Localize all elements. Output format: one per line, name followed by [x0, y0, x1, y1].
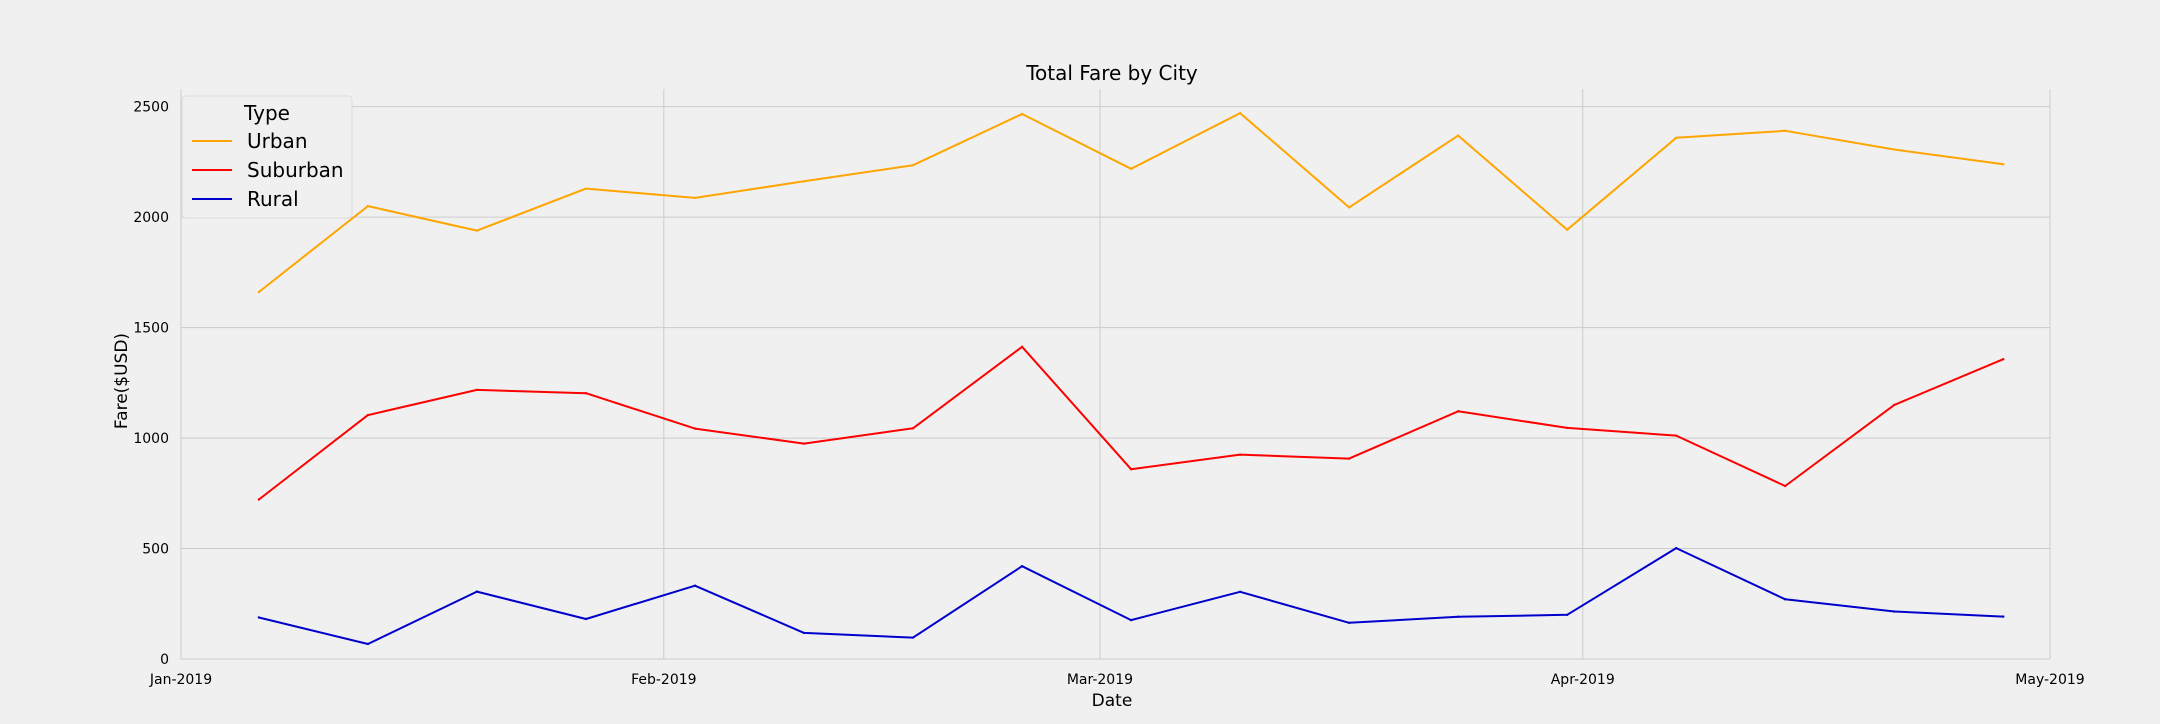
y-tick-label: 1500: [133, 321, 169, 337]
data-point-rural: [802, 631, 806, 635]
data-point-suburban: [2002, 357, 2005, 361]
data-point-suburban: [1129, 468, 1133, 471]
data-point-urban: [2002, 163, 2005, 166]
data-point-suburban: [1784, 484, 1787, 488]
data-point-urban: [911, 164, 915, 167]
data-point-suburban: [1456, 410, 1460, 413]
data-point-rural: [1347, 621, 1351, 624]
grid-lines: [180, 89, 2051, 660]
x-axis-label: Date: [1092, 691, 1133, 711]
data-point-rural: [584, 617, 588, 621]
chart-title: Total Fare by City: [1025, 61, 1198, 85]
data-point-urban: [1347, 206, 1351, 209]
data-point-rural: [1565, 613, 1569, 617]
y-tick-label: 1000: [133, 431, 169, 447]
y-tick-label: 500: [142, 542, 169, 558]
data-point-urban: [1893, 148, 1896, 151]
data-point-rural: [693, 584, 697, 587]
data-point-urban: [1675, 136, 1678, 140]
y-tick-label: 2000: [133, 210, 169, 226]
data-point-urban: [1020, 112, 1024, 116]
data-point-urban: [1129, 167, 1133, 170]
x-tick-label: Feb-2019: [631, 672, 696, 688]
data-point-suburban: [1020, 345, 1024, 349]
data-point-rural: [1238, 590, 1242, 594]
data-point-suburban: [257, 498, 261, 501]
data-point-rural: [911, 636, 915, 639]
x-tick-label: Apr-2019: [1551, 672, 1615, 688]
data-point-urban: [802, 180, 806, 183]
data-point-rural: [475, 590, 479, 593]
data-point-urban: [693, 196, 697, 200]
data-point-urban: [475, 229, 479, 232]
data-point-rural: [257, 616, 261, 619]
x-tick-label: May-2019: [2015, 672, 2084, 688]
x-tick-label: Mar-2019: [1067, 672, 1133, 688]
legend-title: Type: [243, 101, 290, 125]
series-lines: [257, 111, 2005, 646]
data-point-suburban: [693, 427, 697, 430]
data-point-urban: [1784, 129, 1787, 132]
data-point-suburban: [1675, 434, 1678, 437]
data-point-suburban: [584, 392, 588, 395]
series-line-urban: [258, 112, 2004, 293]
data-point-rural: [366, 642, 370, 646]
data-point-urban: [1565, 228, 1569, 231]
legend: Type Urban Suburban Rural: [181, 95, 353, 219]
data-point-suburban: [1347, 457, 1351, 460]
data-point-suburban: [475, 388, 479, 392]
data-point-rural: [1020, 565, 1024, 568]
legend-box: [181, 95, 353, 219]
data-point-urban: [584, 187, 588, 190]
axes: 0 500 1000 1500 2000 2500 Jan-2019 Feb-2019 Mar-…: [133, 100, 2084, 688]
series-line-suburban: [258, 345, 2004, 501]
data-point-rural: [2002, 615, 2005, 618]
data-point-rural: [1784, 598, 1787, 601]
data-point-rural: [1456, 615, 1460, 619]
data-point-urban: [257, 290, 261, 294]
data-point-suburban: [911, 427, 915, 430]
y-tick-label: 2500: [133, 100, 169, 116]
legend-label-suburban: Suburban: [247, 158, 344, 182]
legend-label-urban: Urban: [247, 129, 308, 153]
data-point-suburban: [1565, 426, 1569, 430]
data-point-suburban: [802, 442, 806, 445]
legend-label-rural: Rural: [247, 187, 299, 211]
y-tick-label: 0: [160, 652, 169, 668]
data-point-suburban: [366, 413, 370, 417]
data-point-urban: [1456, 134, 1460, 137]
series-line-rural: [258, 547, 2004, 645]
data-point-suburban: [1893, 403, 1896, 407]
data-point-rural: [1129, 618, 1133, 622]
y-axis-label: Fare($USD): [112, 333, 132, 429]
data-point-urban: [1238, 111, 1242, 115]
data-point-rural: [1893, 610, 1896, 613]
data-point-suburban: [1238, 453, 1242, 456]
x-tick-label: Jan-2019: [149, 672, 212, 688]
data-point-urban: [366, 204, 370, 208]
data-point-rural: [1675, 546, 1678, 550]
